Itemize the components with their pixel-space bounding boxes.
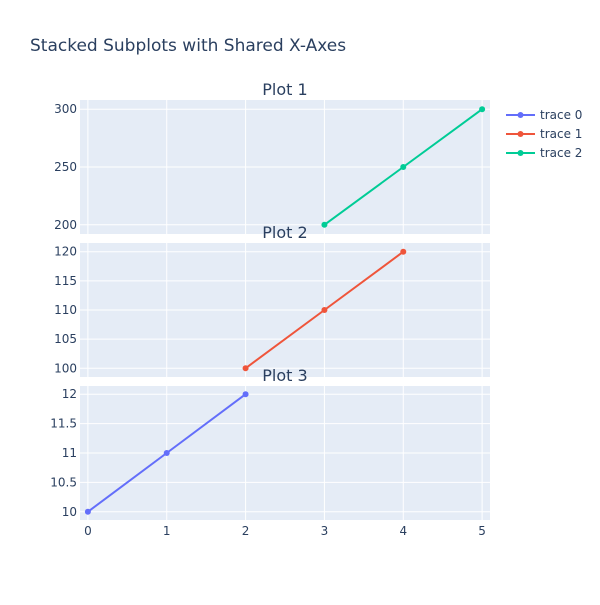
legend-marker	[517, 150, 524, 156]
y-tick-label: 100	[54, 361, 77, 375]
y-tick-label: 11.5	[50, 417, 77, 431]
y-tick-label: 12	[62, 387, 77, 401]
y-tick-label: 10.5	[50, 475, 77, 489]
chart-title: Stacked Subplots with Shared X-Axes	[30, 36, 346, 56]
y-tick-label: 200	[54, 218, 77, 232]
subplot-title: Plot 3	[262, 366, 307, 385]
subplot-title: Plot 1	[262, 80, 307, 99]
legend-marker	[517, 112, 524, 118]
data-point	[321, 221, 328, 228]
legend: trace 0 trace 1 trace 2	[506, 108, 582, 160]
data-point	[321, 307, 328, 313]
y-tick-label: 110	[54, 303, 77, 317]
data-point	[242, 391, 249, 398]
y-tick-label: 300	[54, 102, 77, 116]
legend-label: trace 1	[540, 127, 582, 141]
data-point	[84, 508, 91, 515]
subplot-1: 200 250 300 Plot 1	[54, 80, 490, 234]
data-point	[400, 248, 407, 255]
y-tick-label: 120	[54, 245, 77, 259]
data-point	[242, 365, 249, 372]
y-tick-label: 115	[54, 274, 77, 288]
subplot-3: 10 10.5 11 11.5 12 Plot 3	[50, 366, 490, 520]
legend-label: trace 0	[540, 108, 582, 122]
legend-label: trace 2	[540, 146, 582, 160]
y-tick-label: 10	[62, 505, 77, 519]
subplot-2: 100 105 110 115 120 Plot 2	[54, 223, 490, 377]
x-tick-label: 1	[163, 524, 171, 538]
x-tick-label: 5	[478, 524, 486, 538]
data-point	[479, 106, 486, 113]
x-tick-label: 0	[84, 524, 92, 538]
subplot-title: Plot 2	[262, 223, 307, 242]
data-point	[400, 164, 407, 170]
shared-x-axis: 0 1 2 3 4 5	[84, 524, 486, 538]
y-tick-label: 11	[62, 446, 77, 460]
legend-item[interactable]: trace 2	[506, 146, 582, 160]
y-tick-label: 250	[54, 160, 77, 174]
legend-marker	[517, 131, 524, 137]
data-point	[163, 450, 170, 456]
y-tick-label: 105	[54, 332, 77, 346]
legend-item[interactable]: trace 0	[506, 108, 582, 122]
x-tick-label: 3	[321, 524, 329, 538]
x-tick-label: 4	[399, 524, 407, 538]
legend-item[interactable]: trace 1	[506, 127, 582, 141]
x-tick-label: 2	[242, 524, 250, 538]
